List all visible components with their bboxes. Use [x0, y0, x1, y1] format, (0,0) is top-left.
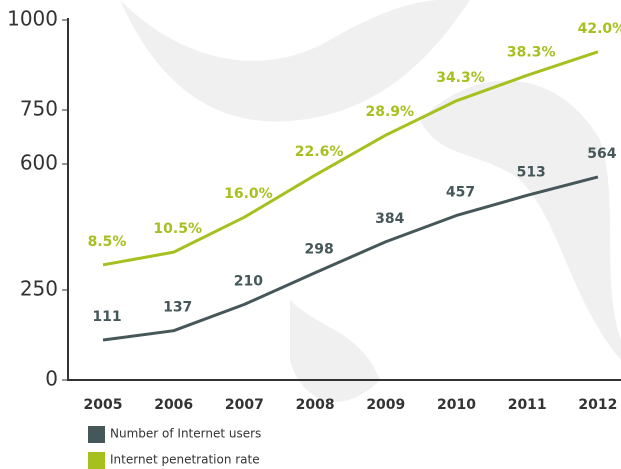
data-label: 38.3%	[507, 44, 556, 60]
x-tick-label: 2011	[508, 397, 547, 413]
data-label: 513	[517, 164, 546, 180]
data-label: 34.3%	[436, 70, 485, 86]
data-label: 111	[92, 309, 121, 325]
data-label: 8.5%	[88, 234, 127, 250]
y-tick-label: 750	[20, 97, 58, 121]
legend-swatch	[88, 426, 105, 443]
y-tick-label: 600	[20, 151, 58, 175]
series-line	[102, 50, 599, 267]
x-tick-label: 2012	[578, 397, 617, 413]
data-label: 210	[234, 273, 263, 289]
x-tick-label: 2007	[225, 397, 264, 413]
data-label: 384	[375, 211, 404, 227]
data-label: 22.6%	[295, 144, 344, 160]
data-label: 457	[446, 184, 475, 200]
y-tick-label: 250	[20, 277, 58, 301]
data-label: 42.0%	[578, 21, 621, 37]
data-label: 298	[304, 242, 333, 258]
series-line	[102, 175, 599, 342]
x-tick-label: 2005	[84, 397, 123, 413]
y-tick-label: 1000	[7, 7, 58, 31]
data-label: 16.0%	[224, 186, 273, 202]
x-tick-label: 2009	[366, 397, 405, 413]
x-tick-label: 2006	[154, 397, 193, 413]
y-tick-label: 0	[45, 367, 58, 391]
data-label: 28.9%	[366, 104, 415, 120]
legend-swatch	[88, 452, 105, 469]
data-label: 10.5%	[153, 221, 202, 237]
data-label: 137	[163, 300, 192, 316]
data-label: 564	[587, 146, 616, 162]
legend-label: Number of Internet users	[110, 427, 261, 441]
x-tick-label: 2008	[296, 397, 335, 413]
x-tick-label: 2010	[437, 397, 476, 413]
legend-label: Internet penetration rate	[110, 453, 260, 467]
background-decoration	[120, 0, 621, 402]
